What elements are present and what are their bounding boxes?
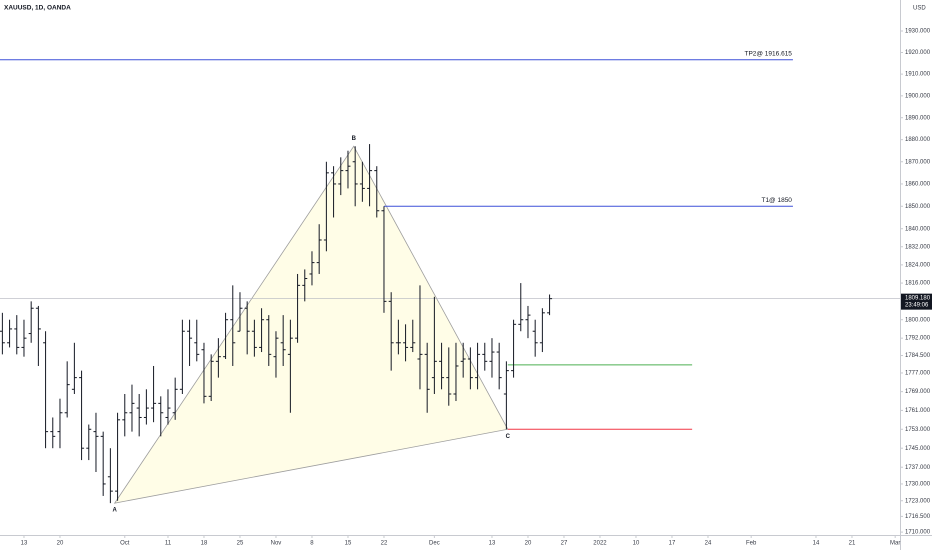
y-tick-label: 1860.000 xyxy=(905,182,931,188)
y-tick-label: 1723.000 xyxy=(905,498,931,504)
x-tick-label: 2022 xyxy=(593,541,607,547)
y-tick-label: 1769.000 xyxy=(905,389,931,395)
x-tick-label: 22 xyxy=(381,541,388,547)
x-tick-label: 14 xyxy=(813,541,820,547)
y-tick-label: 1761.000 xyxy=(905,408,931,414)
x-tick-label: 17 xyxy=(669,541,676,547)
pattern-point-label: B xyxy=(352,136,357,142)
y-tick-label: 1816.000 xyxy=(905,281,931,287)
y-tick-label: 1792.000 xyxy=(905,336,931,342)
x-tick-label: Oct xyxy=(120,541,130,547)
x-tick-label: 20 xyxy=(57,541,64,547)
abc-pattern xyxy=(113,145,509,504)
x-tick-label: 20 xyxy=(525,541,532,547)
y-tick-label: 1737.000 xyxy=(905,465,931,471)
y-tick-label: 1832.000 xyxy=(905,244,931,250)
y-tick-label: 1920.000 xyxy=(905,50,931,56)
x-tick-label: 25 xyxy=(237,541,244,547)
x-tick-label: Feb xyxy=(746,541,757,547)
currency-label: USD xyxy=(913,6,926,12)
x-tick-label: 11 xyxy=(165,541,172,547)
y-tick-label: 1850.000 xyxy=(905,204,931,210)
price-level-label: TP2@ 1916.615 xyxy=(744,51,792,58)
price-level-label: T1@ 1850 xyxy=(761,197,792,204)
x-tick-label: Dec xyxy=(429,541,440,547)
pattern-point-label: A xyxy=(113,508,118,514)
x-tick-label: 8 xyxy=(310,541,314,547)
y-tick-label: 1930.000 xyxy=(905,29,931,35)
x-tick-label: 27 xyxy=(561,541,568,547)
y-tick-label: 1840.000 xyxy=(905,226,931,232)
x-tick-label: 10 xyxy=(633,541,640,547)
last-price-label: 1809.180 xyxy=(905,296,931,302)
y-tick-label: 1824.000 xyxy=(905,262,931,268)
x-tick-label: 13 xyxy=(21,541,28,547)
y-tick-label: 1910.000 xyxy=(905,72,931,78)
x-tick-label: Mar xyxy=(890,541,900,547)
y-tick-label: 1784.500 xyxy=(905,353,931,359)
last-price-box xyxy=(901,293,932,310)
y-tick-label: 1716.500 xyxy=(905,514,931,520)
y-tick-label: 1745.000 xyxy=(905,446,931,452)
x-tick-label: 18 xyxy=(201,541,208,547)
countdown-label: 23:49:06 xyxy=(905,303,929,309)
y-tick-label: 1710.000 xyxy=(905,530,931,536)
y-tick-label: 1890.000 xyxy=(905,115,931,121)
pattern-point-label: C xyxy=(506,434,511,440)
y-tick-label: 1777.000 xyxy=(905,371,931,377)
x-tick-label: 21 xyxy=(849,541,856,547)
x-tick-label: 24 xyxy=(705,541,712,547)
x-tick-label: 15 xyxy=(345,541,352,547)
x-tick-label: 13 xyxy=(489,541,496,547)
y-tick-label: 1730.000 xyxy=(905,482,931,488)
y-tick-label: 1880.000 xyxy=(905,137,931,143)
x-tick-label: Nov xyxy=(271,541,282,547)
y-tick-label: 1900.000 xyxy=(905,93,931,99)
y-tick-label: 1753.000 xyxy=(905,427,931,433)
y-tick-label: 1800.000 xyxy=(905,317,931,323)
symbol-title: XAUUSD, 1D, OANDA xyxy=(4,5,71,12)
y-tick-label: 1870.000 xyxy=(905,159,931,165)
